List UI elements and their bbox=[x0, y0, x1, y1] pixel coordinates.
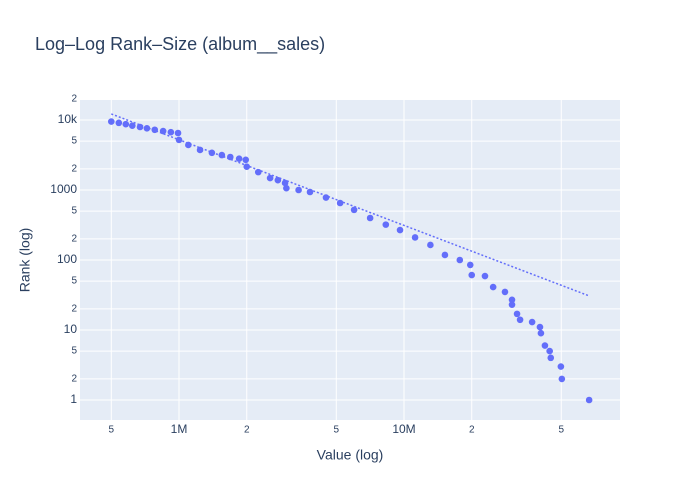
data-point bbox=[536, 323, 544, 331]
data-point bbox=[306, 188, 314, 196]
data-point bbox=[427, 241, 434, 249]
data-point bbox=[196, 146, 204, 154]
data-point bbox=[508, 301, 516, 308]
data-point bbox=[295, 186, 302, 194]
data-point bbox=[557, 363, 565, 370]
data-point bbox=[366, 214, 374, 222]
data-point bbox=[441, 251, 449, 259]
data-point bbox=[281, 179, 289, 187]
data-point bbox=[528, 318, 536, 326]
y-tick-label: 2 bbox=[71, 234, 77, 245]
y-tick-label: 2 bbox=[71, 304, 77, 315]
data-point bbox=[242, 156, 250, 164]
data-point bbox=[501, 288, 509, 296]
data-point bbox=[513, 310, 521, 318]
data-point bbox=[129, 122, 136, 129]
x-tick-label: 10M bbox=[392, 422, 415, 436]
data-point bbox=[266, 174, 274, 182]
data-point bbox=[350, 206, 358, 214]
data-point bbox=[396, 226, 404, 234]
x-tick-label: 5 bbox=[109, 425, 115, 436]
x-tick-label: 2 bbox=[469, 425, 475, 436]
marks bbox=[107, 113, 593, 404]
data-point bbox=[243, 163, 251, 171]
data-point bbox=[122, 120, 130, 128]
data-point bbox=[585, 396, 593, 404]
data-point bbox=[226, 153, 234, 161]
y-tick-label: 5 bbox=[71, 276, 77, 287]
data-point bbox=[411, 234, 419, 241]
data-point bbox=[115, 119, 123, 127]
y-tick-label: 5 bbox=[71, 346, 77, 357]
y-tick-label: 1 bbox=[70, 392, 77, 406]
x-tick-label: 1M bbox=[171, 422, 188, 436]
chart-title: Log–Log Rank–Size (album__sales) bbox=[35, 34, 325, 55]
data-point bbox=[382, 221, 390, 228]
x-axis-title: Value (log) bbox=[317, 447, 384, 463]
data-point bbox=[254, 168, 262, 176]
data-point bbox=[336, 199, 344, 207]
data-point bbox=[481, 272, 489, 280]
data-point bbox=[558, 375, 566, 383]
y-tick-label: 5 bbox=[71, 206, 77, 217]
x-tick-label: 2 bbox=[244, 425, 250, 436]
x-tick-label: 5 bbox=[333, 425, 339, 436]
data-point bbox=[541, 342, 549, 349]
y-tick-label: 10 bbox=[64, 322, 78, 336]
data-point bbox=[466, 261, 474, 269]
x-tick-label: 5 bbox=[558, 425, 564, 436]
data-point bbox=[235, 155, 243, 162]
y-tick-label: 2 bbox=[71, 164, 77, 175]
data-point bbox=[546, 347, 553, 355]
data-point bbox=[468, 271, 476, 279]
data-point bbox=[537, 329, 545, 337]
data-point bbox=[107, 118, 115, 125]
data-point bbox=[208, 149, 216, 157]
data-point bbox=[508, 296, 516, 304]
grid bbox=[80, 98, 620, 420]
data-point bbox=[167, 128, 175, 136]
data-point bbox=[456, 256, 464, 264]
fit-line bbox=[111, 113, 589, 297]
data-point bbox=[283, 184, 290, 192]
y-tick-label: 10k bbox=[58, 112, 78, 126]
data-point bbox=[489, 283, 497, 291]
data-point bbox=[174, 129, 182, 137]
y-tick-label: 2 bbox=[71, 374, 77, 385]
y-tick-label: 2 bbox=[71, 94, 77, 105]
y-tick-label: 5 bbox=[71, 136, 77, 147]
y-axis-title: Rank (log) bbox=[17, 228, 33, 293]
data-point bbox=[547, 354, 555, 362]
data-point bbox=[322, 194, 330, 201]
y-tick-label: 100 bbox=[57, 252, 77, 266]
data-point bbox=[516, 316, 524, 324]
y-tick-label: 1000 bbox=[50, 182, 77, 196]
